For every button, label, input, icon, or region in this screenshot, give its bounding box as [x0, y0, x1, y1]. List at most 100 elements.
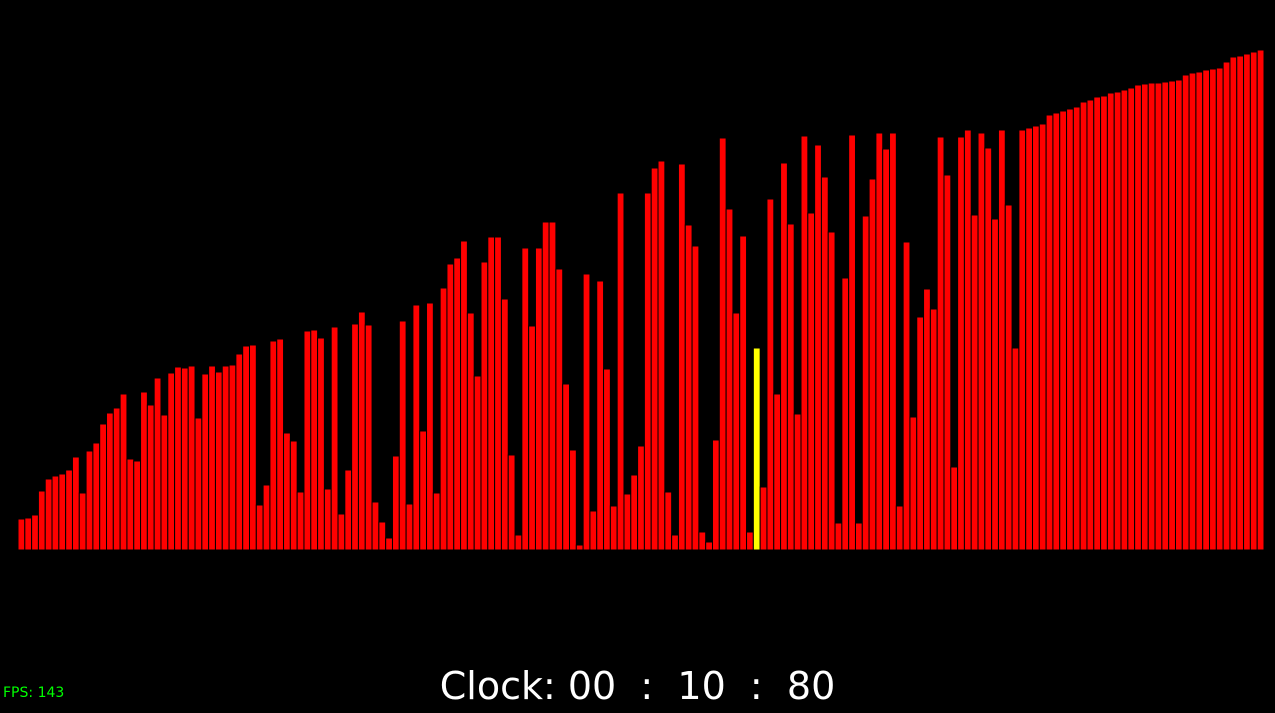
value-bar [997, 129, 1006, 551]
value-bar [208, 365, 216, 551]
value-bar [943, 174, 952, 551]
clock-hundredths: 80 [786, 664, 836, 708]
value-bar [521, 247, 530, 551]
value-bar [1215, 67, 1224, 551]
value-bar [51, 475, 60, 551]
value-bar [929, 308, 938, 551]
value-bar [541, 221, 550, 551]
value-bar [242, 345, 251, 551]
value-bar [861, 215, 870, 551]
value-bar [909, 416, 918, 551]
value-bar [1229, 56, 1238, 551]
value-bar [153, 377, 162, 551]
value-bar [160, 414, 169, 551]
value-bar [31, 514, 39, 551]
value-bar [589, 510, 598, 551]
value-bar [671, 534, 679, 551]
value-bar [133, 460, 142, 551]
value-bar [426, 302, 434, 551]
value-bar [569, 449, 577, 551]
value-bar [582, 273, 591, 551]
value-bar [1093, 96, 1102, 551]
clock-separator: : [749, 664, 763, 708]
value-bar [875, 132, 884, 551]
value-bar [963, 129, 972, 551]
value-bar [58, 473, 67, 551]
value-bar [276, 338, 285, 551]
value-bar [718, 137, 727, 551]
value-bar [923, 288, 931, 551]
value-bar [1052, 112, 1061, 551]
value-bar [1256, 49, 1265, 551]
value-bar [283, 432, 291, 551]
value-bar [814, 144, 822, 551]
value-bar [391, 455, 400, 551]
value-bar [984, 147, 993, 551]
value-bar [1195, 71, 1204, 551]
value-bar [85, 450, 94, 551]
value-bar [187, 365, 196, 551]
value-bar [637, 445, 645, 551]
value-bar [357, 311, 366, 551]
value-bar [759, 486, 768, 551]
value-bar [793, 413, 802, 551]
value-bar [1140, 83, 1149, 551]
value-bar [562, 383, 571, 551]
value-bar [725, 208, 734, 551]
value-bar [1161, 81, 1170, 551]
value-bar [24, 517, 33, 551]
value-bar [1168, 80, 1176, 551]
value-bar [460, 240, 468, 551]
value-bar [548, 221, 557, 551]
value-bar [596, 280, 605, 551]
value-bar [773, 393, 782, 551]
value-bar [834, 522, 843, 551]
value-bar [698, 531, 707, 551]
value-bar [201, 373, 210, 551]
value-bar [868, 178, 877, 551]
value-bar [1174, 79, 1183, 551]
value-bar [17, 518, 26, 551]
value-bar [296, 491, 305, 551]
clock-separator: : [640, 664, 654, 708]
value-bar [167, 372, 176, 551]
value-bar [78, 492, 87, 551]
clock-minutes: 00 [567, 664, 617, 708]
value-bar [112, 407, 121, 551]
value-bar [1018, 129, 1027, 551]
value-bar [916, 316, 925, 551]
value-bar [786, 223, 795, 551]
value-bar [950, 466, 959, 551]
value-bar [405, 503, 414, 551]
value-bar [1120, 89, 1129, 551]
value-bar [691, 245, 700, 551]
clock-seconds: 10 [677, 664, 726, 708]
value-bar [473, 375, 482, 551]
value-bar [303, 330, 312, 551]
value-bar [1066, 108, 1074, 551]
value-bar [371, 501, 380, 551]
clock-label: Clock: [439, 664, 556, 708]
value-bar [487, 236, 496, 551]
value-bar [970, 214, 979, 551]
value-bar [657, 160, 666, 551]
value-bar [140, 391, 148, 551]
value-bar [92, 442, 101, 551]
value-bar [364, 324, 373, 551]
value-bar [1045, 114, 1054, 551]
value-bar [344, 469, 353, 551]
value-bar [1188, 72, 1197, 551]
value-bar [221, 365, 230, 551]
value-bar [575, 544, 584, 551]
value-bar [507, 454, 516, 551]
value-bar [623, 493, 632, 551]
value-bar [466, 312, 475, 551]
value-bar [337, 513, 346, 551]
value-bar [1113, 91, 1122, 551]
value-bar [1181, 74, 1190, 551]
value-bar [1038, 123, 1047, 551]
value-bar [1127, 87, 1136, 551]
value-bar [330, 326, 339, 551]
value-bar [1011, 347, 1020, 551]
